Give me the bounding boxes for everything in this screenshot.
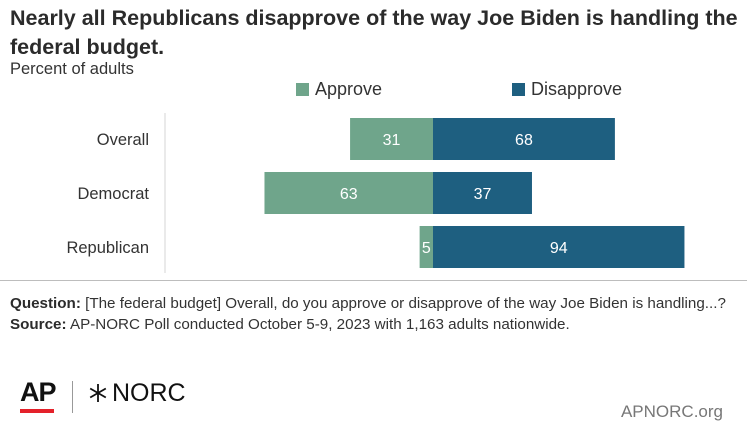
chart-notes: Question: [The federal budget] Overall, … (10, 293, 735, 335)
legend-item-approve: Approve (296, 79, 382, 100)
bar-disapprove (433, 226, 685, 268)
data-label-disapprove: 94 (550, 240, 568, 257)
question-note: Question: [The federal budget] Overall, … (10, 293, 735, 314)
notes-divider (0, 280, 747, 281)
legend-swatch-approve (296, 83, 309, 96)
data-label-approve: 5 (422, 240, 431, 257)
norc-star-icon (89, 384, 107, 402)
source-label: Source: (10, 316, 67, 333)
bar-approve (419, 226, 433, 268)
norc-logo-text: NORC (112, 379, 186, 407)
category-label: Democrat (77, 185, 149, 203)
legend-item-disapprove: Disapprove (512, 79, 622, 100)
data-label-disapprove: 37 (474, 186, 492, 203)
chart-subtitle: Percent of adults (10, 60, 134, 78)
legend-label-disapprove: Disapprove (531, 79, 623, 99)
data-label-approve: 31 (383, 132, 401, 149)
ap-logo-underline (20, 409, 54, 413)
ap-logo: AP (20, 377, 57, 407)
bar-disapprove (433, 118, 615, 160)
legend-label-approve: Approve (315, 79, 383, 99)
data-label-disapprove: 68 (515, 132, 533, 149)
chart-title: Nearly all Republicans disapprove of the… (10, 6, 738, 59)
source-text: AP-NORC Poll conducted October 5-9, 2023… (69, 316, 570, 333)
bar-chart: Overall 31 68 Democrat 63 37 Republican 5 94 (66, 113, 685, 273)
category-label: Overall (97, 131, 149, 149)
chart-legend: Approve Disapprove (0, 79, 747, 101)
norc-logo: NORC (88, 378, 186, 408)
question-text: [The federal budget] Overall, do you app… (85, 295, 726, 312)
category-label: Republican (66, 239, 149, 257)
bar-approve (264, 172, 433, 214)
bar-approve (350, 118, 433, 160)
site-url: APNORC.org (620, 402, 723, 421)
source-note: Source: AP-NORC Poll conducted October 5… (10, 314, 735, 335)
logo-separator (72, 381, 73, 413)
question-label: Question: (10, 295, 81, 312)
data-label-approve: 63 (340, 186, 358, 203)
legend-swatch-disapprove (512, 83, 525, 96)
bar-disapprove (433, 172, 532, 214)
